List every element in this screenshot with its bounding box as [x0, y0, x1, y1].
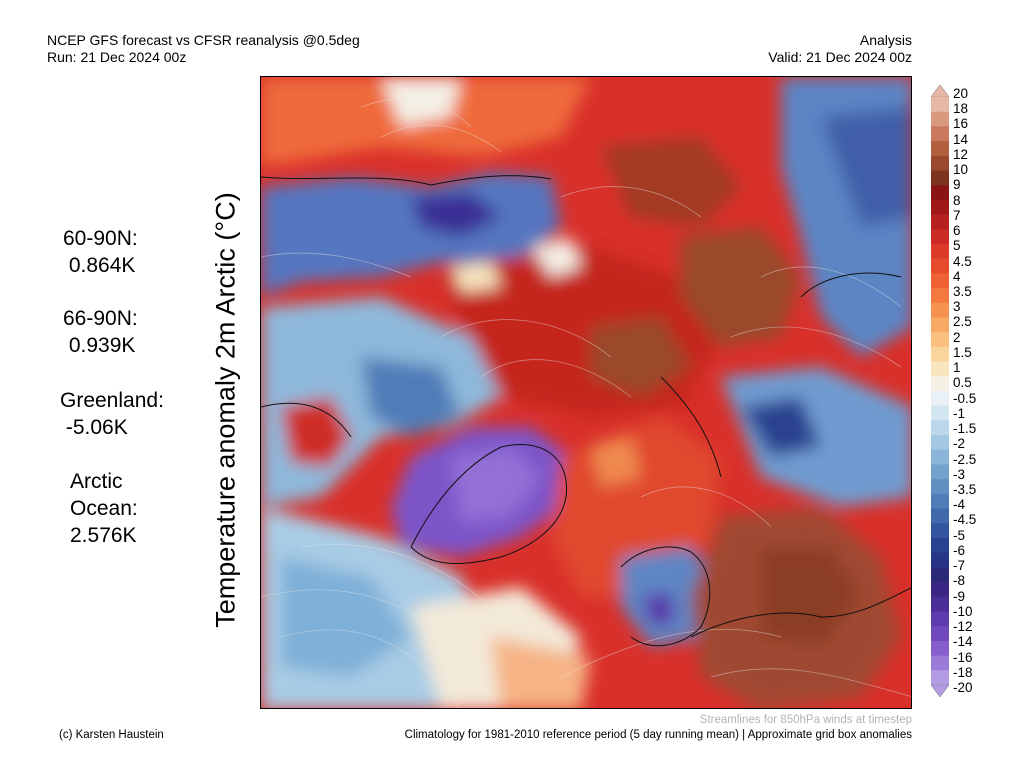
colorbar-band	[931, 199, 949, 216]
colorbar-band	[931, 317, 949, 333]
colorbar-tick-label: 10	[953, 162, 969, 178]
coastlines	[261, 175, 911, 647]
colorbar-tick-label: 2.5	[953, 314, 972, 330]
climatology-note: Climatology for 1981-2010 reference peri…	[404, 729, 912, 741]
colorbar-tick-label: -12	[953, 619, 973, 635]
y-axis-label: Temperature anomaly 2m Arctic (°C)	[210, 192, 241, 628]
colorbar-tick-label: 1	[953, 360, 961, 376]
colorbar-band	[931, 640, 949, 657]
colorbar-band	[931, 376, 949, 392]
colorbar-tick-label: 4.5	[953, 253, 972, 269]
credit-text: (c) Karsten Haustein	[59, 729, 164, 741]
colorbar-band	[931, 435, 949, 451]
colorbar-band	[931, 126, 949, 142]
colorbar-band	[931, 391, 949, 407]
colorbar-tick-label: 18	[953, 101, 969, 117]
colorbar-tick-label: -6	[953, 542, 966, 558]
colorbar-tick-label: 20	[953, 86, 969, 101]
colorbar-band	[931, 552, 949, 568]
colorbar-band	[931, 302, 949, 318]
colorbar-tick-label: -3	[953, 466, 966, 482]
colorbar-band	[931, 346, 949, 363]
colorbar-tick-label: 4	[953, 268, 961, 284]
colorbar-band	[931, 155, 949, 171]
colorbar-band	[931, 611, 949, 627]
colorbar-tick-label: 14	[953, 131, 969, 147]
run-time: Run: 21 Dec 2024 00z	[47, 49, 187, 65]
colorbar-tick-label: -3.5	[953, 482, 977, 497]
colorbar-band	[931, 538, 949, 554]
colorbar-band	[931, 582, 949, 598]
colorbar-tick-label: 16	[953, 116, 969, 132]
colorbar-tick-label: -10	[953, 603, 973, 619]
colorbar-band	[931, 655, 949, 671]
streamlines-note: Streamlines for 850hPa winds at timestep	[699, 714, 912, 726]
colorbar-band	[931, 361, 949, 377]
colorbar-tick-label: -5	[953, 527, 966, 543]
colorbar-band	[931, 214, 949, 230]
colorbar	[930, 84, 950, 698]
colorbar-tick-label: -14	[953, 634, 973, 650]
colorbar-band	[931, 567, 949, 583]
colorbar-band	[931, 185, 949, 201]
stat-arctic-ocean: Arctic Ocean: 2.576K	[70, 470, 138, 547]
colorbar-tick-label: 12	[953, 146, 969, 162]
colorbar-max-triangle	[930, 84, 950, 98]
colorbar-band	[931, 523, 949, 539]
colorbar-band	[931, 420, 949, 436]
colorbar-band	[931, 141, 949, 157]
valid-time: Valid: 21 Dec 2024 00z	[768, 49, 912, 65]
colorbar-band	[931, 670, 949, 686]
colorbar-tick-label: 2	[953, 329, 961, 345]
colorbar-tick-label: 7	[953, 207, 961, 223]
colorbar-band	[931, 493, 949, 510]
colorbar-band	[931, 288, 949, 304]
colorbar-band	[931, 258, 949, 274]
colorbar-tick-label: -7	[953, 558, 966, 574]
map-title: NCEP GFS forecast vs CFSR reanalysis @0.…	[47, 32, 360, 48]
colorbar-tick-label: 0.5	[953, 375, 972, 391]
colorbar-scale	[930, 84, 950, 698]
stat-66-90n: 66-90N: 0.939K	[63, 307, 138, 357]
colorbar-tick-label: 3.5	[953, 284, 972, 299]
colorbar-band	[931, 244, 949, 260]
colorbar-tick-label: -9	[953, 588, 966, 604]
colorbar-band	[931, 170, 949, 186]
colorbar-band	[931, 479, 949, 495]
colorbar-tick-label: 5	[953, 238, 961, 254]
colorbar-tick-label: -18	[953, 664, 973, 680]
stat-60-90n: 60-90N: 0.864K	[63, 227, 138, 277]
colorbar-tick-label: -20	[953, 680, 973, 695]
streamlines	[261, 98, 911, 708]
colorbar-tick-label: -4.5	[953, 512, 977, 528]
colorbar-tick-label: -16	[953, 649, 973, 665]
colorbar-tick-label: 9	[953, 177, 961, 193]
colorbar-band	[931, 111, 949, 127]
colorbar-band	[931, 273, 949, 289]
colorbar-tick-label: -0.5	[953, 390, 977, 406]
colorbar-band	[931, 626, 949, 642]
analysis-label: Analysis	[859, 32, 912, 48]
colorbar-band	[931, 449, 949, 465]
colorbar-tick-label: 3	[953, 299, 961, 315]
colorbar-band	[931, 508, 949, 524]
stat-greenland: Greenland: -5.06K	[60, 389, 164, 439]
colorbar-tick-label: -2	[953, 436, 966, 452]
colorbar-tick-label: -1	[953, 405, 966, 421]
colorbar-band	[931, 464, 949, 480]
colorbar-tick-label: -1.5	[953, 421, 977, 437]
colorbar-min-triangle	[930, 684, 950, 698]
colorbar-tick-label: 6	[953, 223, 961, 239]
colorbar-tick-label: 8	[953, 192, 961, 208]
colorbar-band	[931, 332, 949, 348]
colorbar-tick-label: 1.5	[953, 344, 972, 360]
colorbar-band	[931, 596, 949, 612]
colorbar-tick-label: -2.5	[953, 451, 977, 467]
colorbar-band	[931, 405, 949, 421]
colorbar-tick-label: -8	[953, 573, 966, 589]
colorbar-tick-label: -4	[953, 497, 966, 513]
colorbar-band	[931, 229, 949, 245]
colorbar-band	[931, 97, 949, 113]
anomaly-map	[260, 76, 912, 709]
